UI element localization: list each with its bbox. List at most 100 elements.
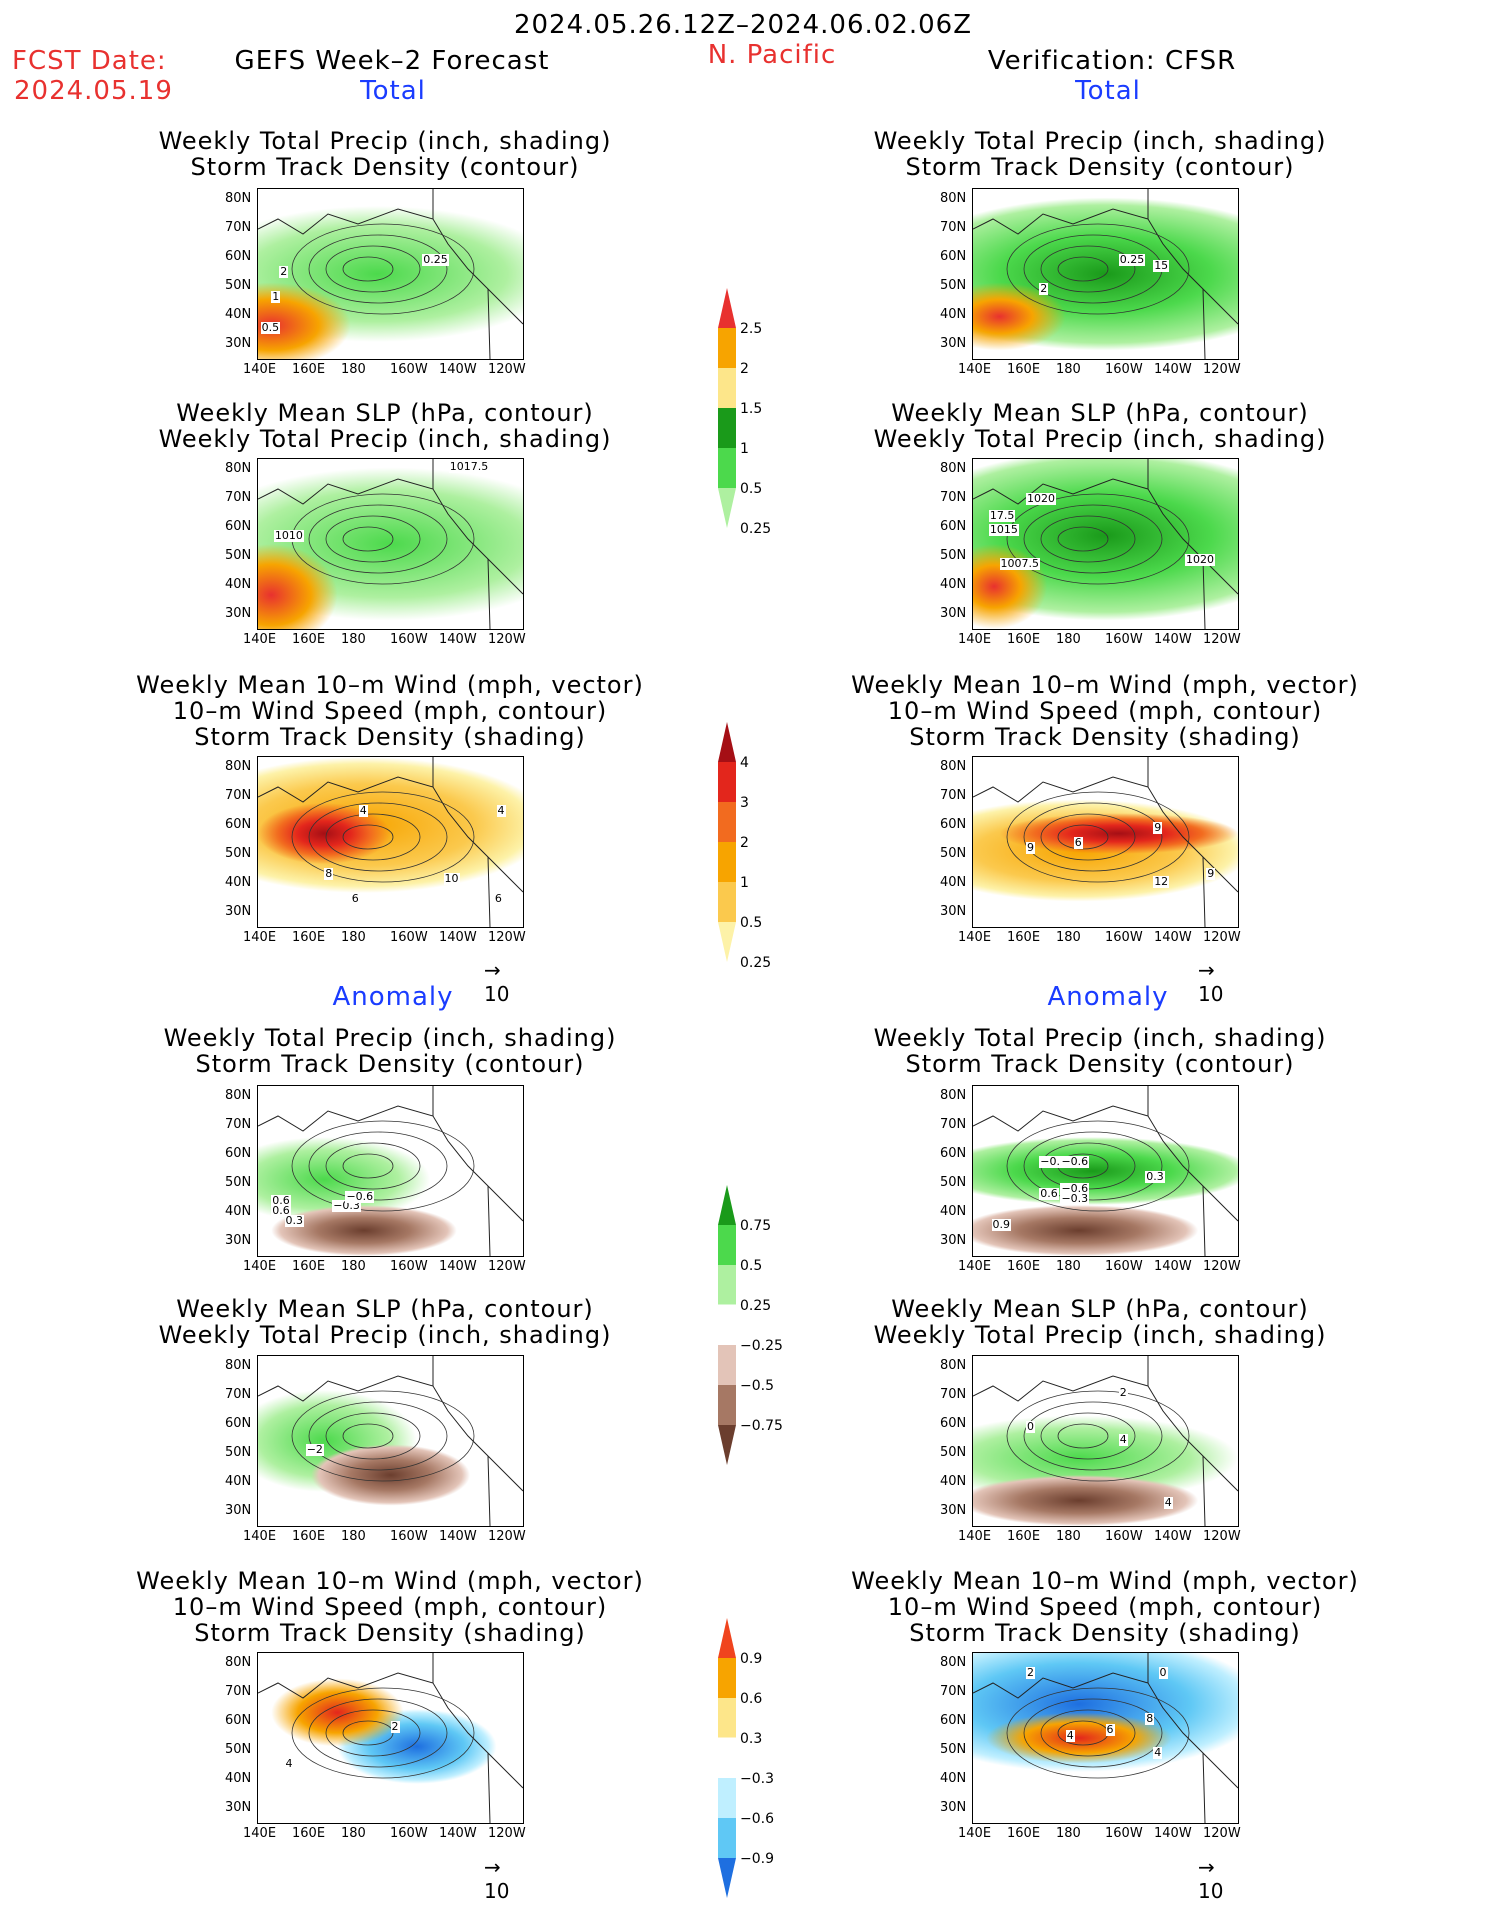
- colorbar-svg: 2.5 2 1.5 1 0.5 0.25: [718, 288, 771, 537]
- lon-tick-label: 140W: [1154, 1529, 1192, 1544]
- colorbar-segment: [718, 408, 736, 448]
- lon-tick-label: 120W: [488, 362, 526, 377]
- contour-label: 0.25: [422, 252, 449, 266]
- section-anomaly-left: Anomaly: [332, 982, 454, 1012]
- lon-tick-label: 160W: [1105, 362, 1143, 377]
- colorbar-segment: [718, 1425, 736, 1465]
- contour-label: −2: [305, 1443, 324, 1457]
- lat-tick-label: 80N: [940, 759, 967, 774]
- contour-line: [325, 1709, 421, 1757]
- colorbar-label: 0.6: [740, 1691, 762, 1707]
- lat-tick-label: 50N: [940, 1445, 967, 1460]
- lon-tick-label: 160E: [292, 632, 326, 647]
- contour-label: 6: [493, 892, 503, 905]
- title-r5: Weekly Mean SLP (hPa, contour) Weekly Tot…: [873, 1295, 1327, 1349]
- contour-line: [1023, 1131, 1163, 1201]
- lon-tick-label: 140E: [958, 1529, 992, 1544]
- lat-tick-label: 30N: [940, 1800, 967, 1815]
- lat-tick-label: 60N: [225, 817, 252, 832]
- colorbar-segment: [718, 1858, 736, 1898]
- contour-label: 6: [1105, 1723, 1115, 1737]
- contour-line: [291, 1390, 475, 1482]
- contour-label: 2: [279, 264, 289, 278]
- lat-tick-label: 70N: [225, 490, 252, 505]
- lon-tick-label: 140W: [1154, 362, 1192, 377]
- coastline-path: [258, 1086, 523, 1256]
- lat-tick-label: 80N: [225, 1088, 252, 1103]
- contour-label: 4: [1065, 1728, 1075, 1742]
- colorbar-label: 3: [740, 795, 749, 811]
- colorbar-label: 2.5: [740, 321, 762, 337]
- lat-tick-label: 70N: [940, 1387, 967, 1402]
- lat-tick-label: 50N: [940, 1742, 967, 1757]
- lat-tick-label: 50N: [225, 1445, 252, 1460]
- title-r4: Weekly Total Precip (inch, shading) Storm…: [873, 1024, 1327, 1078]
- colorbar-segment: [718, 1385, 736, 1425]
- lon-tick-label: 160E: [292, 1529, 326, 1544]
- colorbar-label: 0.75: [740, 1218, 771, 1234]
- contour-line: [342, 256, 394, 282]
- map-forecast-precip-total: 0.25 2 1 0.5: [257, 188, 524, 360]
- lon-tick-label: 120W: [1203, 362, 1241, 377]
- lat-tick-label: 30N: [225, 904, 252, 919]
- contour-label: 4: [1118, 1433, 1128, 1447]
- coastline-path: [258, 459, 523, 629]
- colorbar-segment: [718, 842, 736, 882]
- lon-tick-label: 140W: [439, 1259, 477, 1274]
- title-r1: Weekly Total Precip (inch, shading) Storm…: [873, 127, 1327, 181]
- contour-label: 1: [271, 290, 281, 303]
- lat-tick-label: 30N: [940, 606, 967, 621]
- contour-line: [1023, 1698, 1163, 1768]
- contour-line: [291, 1687, 475, 1779]
- coastline-path: [258, 1653, 523, 1823]
- lat-tick-label: 40N: [225, 1771, 252, 1786]
- lat-tick-label: 60N: [940, 817, 967, 832]
- contour-line: [308, 1401, 448, 1471]
- lon-tick-label: 160E: [1007, 632, 1041, 647]
- contour-label: 10: [443, 871, 460, 885]
- map-forecast-slp-anom: −2: [257, 1355, 524, 1527]
- lat-tick-label: 50N: [225, 1742, 252, 1757]
- coastline-path: [973, 1086, 1238, 1256]
- lat-tick-label: 80N: [225, 759, 252, 774]
- lon-tick-label: 140W: [1154, 632, 1192, 647]
- lon-tick-label: 180: [341, 1259, 366, 1274]
- lat-tick-label: 70N: [940, 220, 967, 235]
- coastline: [973, 1086, 1238, 1256]
- map-verif-slp-total: 1020 17.5 1015 1007.5 1020: [972, 458, 1239, 630]
- lon-tick-label: 140E: [958, 632, 992, 647]
- colorbar-label: −0.25: [740, 1338, 783, 1354]
- contour-line: [1057, 824, 1109, 850]
- contour-line: [342, 824, 394, 850]
- contour-label: 0.25: [1118, 252, 1146, 266]
- lon-tick-label: 120W: [1203, 1529, 1241, 1544]
- contour-label: −0.6: [345, 1190, 375, 1204]
- colorbar-label: 0.5: [740, 915, 762, 931]
- lon-tick-label: 180: [1056, 632, 1081, 647]
- lon-tick-label: 140E: [243, 930, 277, 945]
- lon-tick-label: 160W: [1105, 632, 1143, 647]
- contour-label: 0: [1158, 1665, 1168, 1679]
- lat-tick-label: 60N: [940, 1416, 967, 1431]
- lat-tick-label: 60N: [940, 519, 967, 534]
- lat-tick-label: 40N: [225, 875, 252, 890]
- contour-label: 2: [390, 1720, 400, 1733]
- contour-label: 9: [1026, 841, 1035, 854]
- title-l1: Weekly Total Precip (inch, shading) Storm…: [158, 127, 612, 181]
- contour-line: [1023, 1401, 1163, 1471]
- lon-tick-label: 160W: [390, 930, 428, 945]
- lat-tick-label: 70N: [225, 788, 252, 803]
- coastline-path: [973, 757, 1238, 927]
- contour-label: 0.6: [271, 1193, 291, 1207]
- contour-label: 8: [324, 866, 334, 880]
- coastline: [973, 1653, 1238, 1823]
- lon-tick-label: 140W: [1154, 1826, 1192, 1841]
- contour-label: 4: [284, 1757, 294, 1771]
- lon-tick-label: 140E: [243, 362, 277, 377]
- lat-tick-label: 80N: [940, 1088, 967, 1103]
- lon-tick-label: 140E: [958, 930, 992, 945]
- contour-label: 1020: [1185, 553, 1215, 567]
- colorbar-label: 0.5: [740, 481, 762, 497]
- lon-tick-label: 160E: [292, 362, 326, 377]
- contour-label: 9: [1206, 866, 1216, 880]
